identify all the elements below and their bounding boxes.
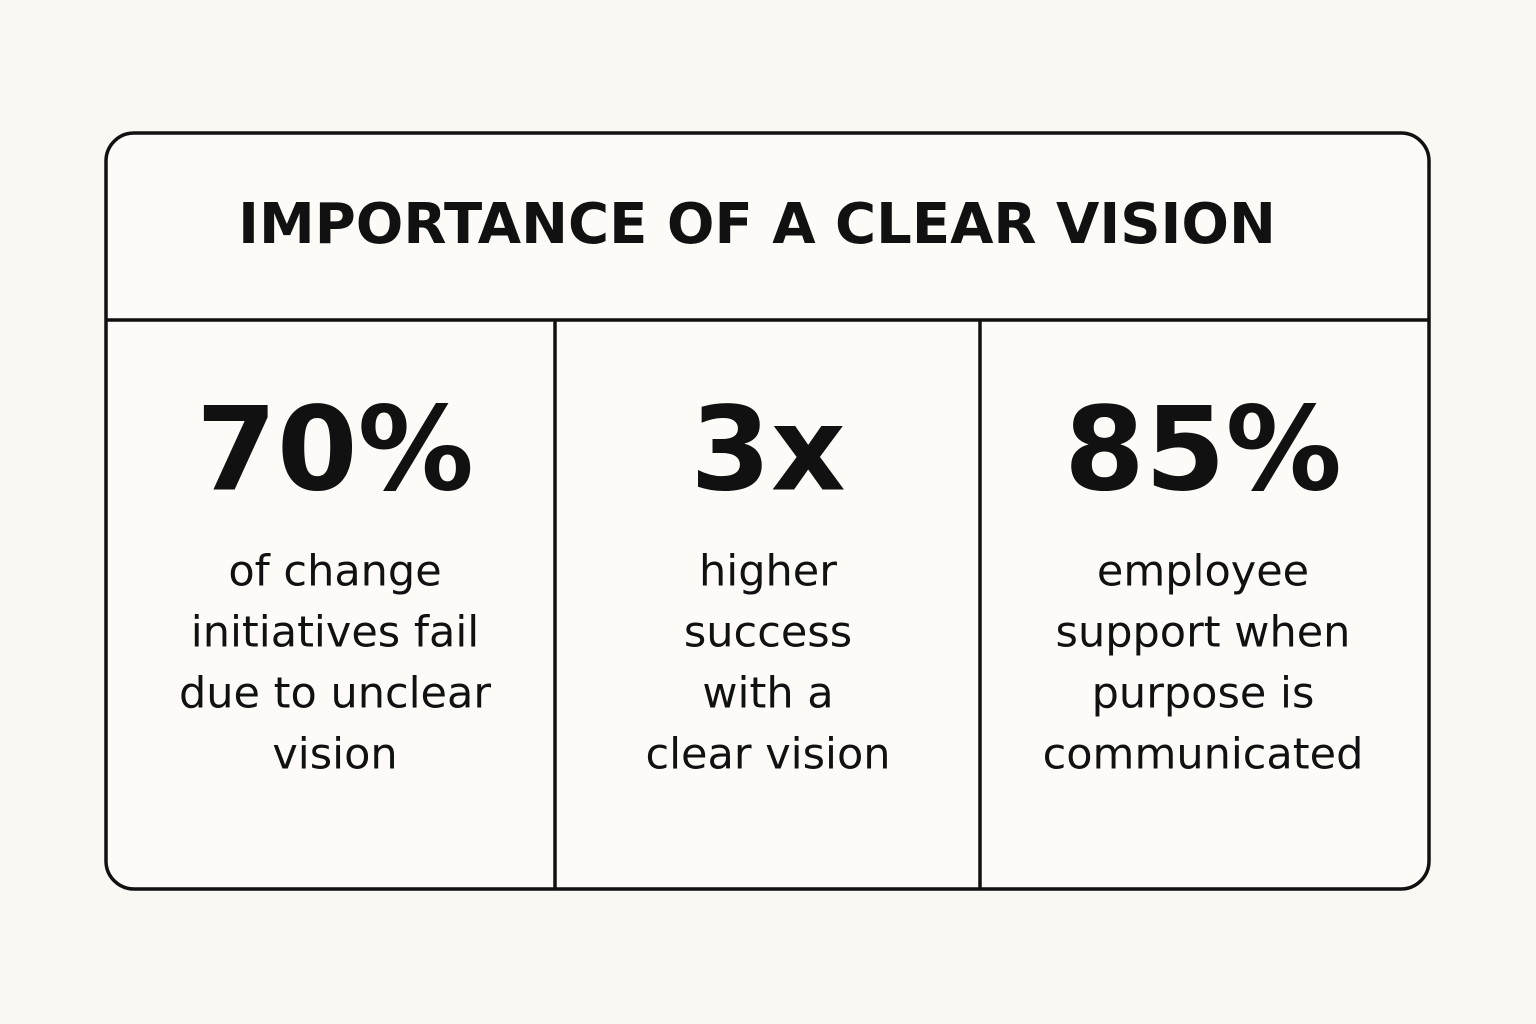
stat-value: 3x [690,383,846,518]
stat-description: success [684,608,852,658]
stat-value: 85% [1064,383,1342,518]
card [104,131,1431,891]
stat-description: clear vision [645,730,890,780]
stat-description: due to unclear [179,669,491,719]
stat-value: 70% [196,383,474,518]
stat-description: higher [699,547,837,597]
stat-description: initiatives fail [191,608,479,658]
stat-description: communicated [1043,730,1364,780]
stat-description: of change [228,547,441,597]
stat-description: with a [702,669,833,719]
stat-description: vision [272,730,397,780]
stat-description: employee [1097,547,1309,597]
stat-description: support when [1056,608,1351,658]
title: IMPORTANCE OF A CLEAR VISION [238,192,1276,257]
stat-description: purpose is [1092,669,1315,719]
